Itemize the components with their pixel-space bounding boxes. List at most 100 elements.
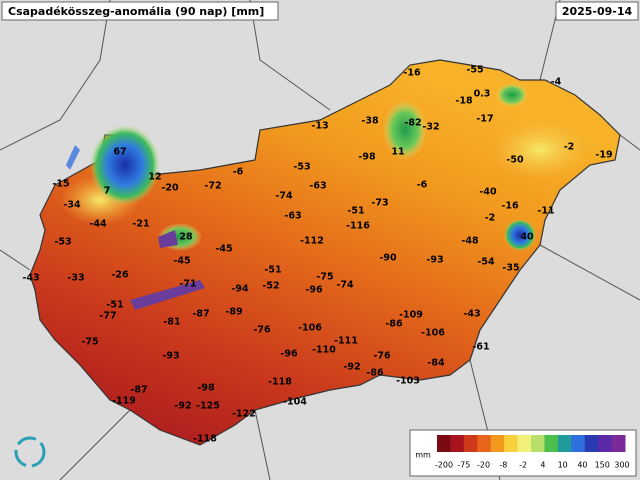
station-value: -32 — [422, 122, 439, 133]
legend-label: 4 — [540, 461, 545, 470]
station-value: 11 — [391, 147, 404, 158]
legend-unit: mm — [415, 451, 431, 460]
station-value: -16 — [403, 68, 421, 79]
station-value: 40 — [520, 232, 534, 243]
station-value: -119 — [112, 396, 136, 407]
station-value: -103 — [396, 376, 420, 387]
legend-label: 10 — [558, 461, 568, 470]
legend-label: -20 — [477, 461, 490, 470]
station-value: -76 — [253, 325, 271, 336]
station-value: -87 — [130, 385, 147, 396]
station-value: -90 — [379, 253, 397, 264]
station-value: -82 — [404, 118, 421, 129]
legend-label: -200 — [435, 461, 453, 470]
station-value: -15 — [52, 179, 69, 190]
station-value: -11 — [537, 206, 554, 217]
station-value: -51 — [264, 265, 281, 276]
station-value: -18 — [455, 96, 473, 107]
legend-label: -75 — [457, 461, 470, 470]
station-value: -34 — [63, 200, 81, 211]
station-value: -52 — [262, 281, 279, 292]
station-value: -43 — [22, 273, 39, 284]
legend-label: -8 — [499, 461, 507, 470]
legend-bar — [437, 435, 626, 452]
station-value: -44 — [89, 219, 107, 230]
station-value: -125 — [196, 401, 220, 412]
station-value: -73 — [371, 198, 388, 209]
station-value: -51 — [106, 300, 123, 311]
lake — [158, 230, 178, 248]
legend-swatch — [557, 435, 572, 452]
station-value: -48 — [461, 236, 479, 247]
station-value: -86 — [366, 368, 384, 379]
station-value: -20 — [161, 183, 179, 194]
legend-swatch — [450, 435, 465, 452]
station-value: 7 — [104, 186, 111, 197]
station-value: -16 — [501, 201, 519, 212]
station-value: -96 — [280, 349, 298, 360]
anomaly-area — [504, 219, 536, 251]
station-value: -72 — [204, 181, 221, 192]
station-value: -74 — [336, 280, 354, 291]
station-value: -118 — [268, 377, 292, 388]
logo — [14, 436, 46, 468]
station-value: -98 — [197, 383, 215, 394]
station-value: 0.3 — [474, 89, 491, 100]
station-value: -50 — [506, 155, 524, 166]
station-value: -55 — [466, 65, 483, 76]
station-value: -112 — [300, 236, 324, 247]
station-value: -53 — [54, 237, 71, 248]
station-value: -45 — [215, 244, 232, 255]
station-value: -98 — [358, 152, 376, 163]
legend-swatch — [571, 435, 586, 452]
legend-swatch — [584, 435, 599, 452]
legend-label: 40 — [577, 461, 587, 470]
station-value: -76 — [373, 351, 391, 362]
station-value: -71 — [179, 279, 196, 290]
station-value: -26 — [111, 270, 129, 281]
station-value: 67 — [113, 147, 126, 158]
station-value: -51 — [347, 206, 364, 217]
station-value: -96 — [305, 285, 323, 296]
legend-swatch — [531, 435, 545, 452]
station-value: -94 — [231, 284, 249, 295]
station-value: -19 — [595, 150, 612, 161]
station-value: -87 — [192, 309, 209, 320]
date-box — [555, 1, 639, 21]
station-value: -17 — [476, 114, 493, 125]
station-value: -106 — [298, 323, 322, 334]
station-value: 28 — [179, 232, 193, 243]
station-value: -75 — [81, 337, 98, 348]
station-value: -77 — [99, 311, 116, 322]
station-value: -61 — [472, 342, 489, 353]
anomaly-area — [490, 120, 590, 180]
station-value: -6 — [233, 167, 244, 178]
station-value: -116 — [346, 221, 370, 232]
station-value: -118 — [193, 434, 217, 445]
station-value: -93 — [162, 351, 179, 362]
country — [29, 59, 621, 446]
station-value: -54 — [477, 257, 495, 268]
station-value: -63 — [284, 211, 301, 222]
legend-swatch — [477, 435, 492, 452]
legend-swatch — [490, 435, 505, 452]
legend-swatch — [611, 435, 626, 452]
station-value: -53 — [293, 162, 310, 173]
station-value: -33 — [67, 273, 84, 284]
station-value: -75 — [316, 272, 333, 283]
station-value: -111 — [334, 336, 358, 347]
legend-label: 150 — [595, 461, 610, 470]
station-value: -21 — [132, 219, 149, 230]
station-value: -92 — [174, 401, 191, 412]
station-value: -89 — [225, 307, 242, 318]
title: Csapadékösszeg-anomália (90 nap) [mm] — [8, 5, 264, 18]
station-value: -13 — [311, 121, 328, 132]
title-box — [1, 1, 279, 21]
legend-label: 300 — [614, 461, 629, 470]
station-value: -86 — [385, 319, 403, 330]
legend-swatch — [504, 435, 519, 452]
station-value: -2 — [564, 142, 575, 153]
legend-swatch — [437, 435, 451, 452]
